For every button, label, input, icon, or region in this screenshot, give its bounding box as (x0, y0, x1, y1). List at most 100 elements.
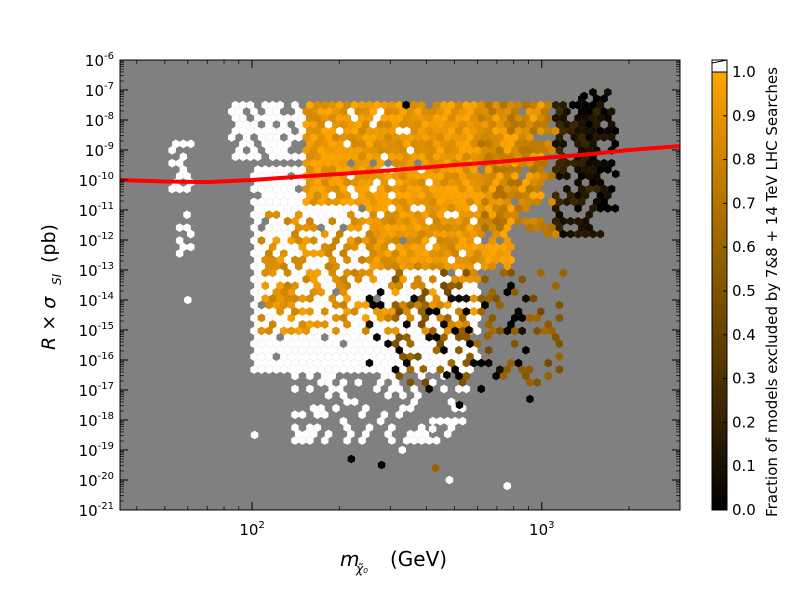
hexbin-cell (309, 210, 318, 220)
hexbin-cell (395, 191, 403, 200)
hexbin-cell (432, 229, 441, 239)
hexbin-cell (235, 146, 243, 155)
hexbin-cell (537, 113, 545, 123)
hexbin-cell (254, 126, 262, 136)
hexbin-cell (276, 242, 284, 252)
hexbin-cell (283, 126, 292, 136)
hexbin-cell (380, 126, 389, 136)
hexbin-cell (321, 152, 329, 162)
hexbin-cell (447, 397, 456, 407)
hexbin-cell (291, 384, 299, 394)
hexbin-cell (395, 281, 403, 291)
hexbin-cell (607, 133, 616, 142)
hexbin-cell (429, 107, 437, 116)
hexbin-cell (499, 191, 508, 200)
hexbin-cell (276, 320, 284, 329)
hexbin-cell (287, 249, 295, 258)
hexbin-cell (414, 184, 422, 194)
hexbin-cell (343, 320, 351, 329)
hexbin-cell (473, 326, 482, 336)
hexbin-cell (388, 216, 396, 226)
hexbin-cell (473, 184, 482, 194)
hexbin-cell (369, 339, 377, 349)
hexbin-cell (313, 126, 322, 136)
hexbin-cell (481, 184, 489, 194)
hexbin-cell (466, 352, 474, 361)
hexbin-cell (451, 236, 459, 245)
hexbin-cell (470, 345, 478, 355)
hexbin-cell (511, 107, 519, 116)
hexbin-cell (377, 460, 386, 470)
y-axis-subscript: SI (50, 273, 64, 285)
hexbin-cell (488, 262, 497, 271)
hexbin-cell (499, 371, 508, 381)
hexbin-cell (250, 365, 258, 374)
hexbin-cell (306, 152, 314, 162)
hexbin-cell (324, 275, 333, 284)
hexbin-cell (332, 300, 340, 310)
hexbin-cell (179, 152, 187, 162)
hexbin-cell (429, 236, 437, 245)
hexbin-cell (410, 152, 418, 162)
hexbin-cell (499, 126, 508, 136)
hexbin-cell (403, 294, 411, 303)
hexbin-cell (477, 216, 485, 226)
hexbin-cell (414, 262, 422, 271)
hexbin-cell (388, 281, 396, 291)
hexbin-cell (336, 165, 344, 174)
hexbin-cell (291, 100, 299, 110)
hexbin-cell (488, 236, 497, 245)
hexbin-cell (246, 100, 255, 110)
hexbin-cell (324, 120, 333, 129)
hexbin-cell (581, 100, 590, 110)
hexbin-cell (507, 126, 515, 136)
hexbin-cell (537, 268, 545, 278)
hexbin-cell (417, 100, 426, 110)
hexbin-cell (350, 113, 359, 123)
hexbin-cell (354, 339, 363, 349)
hexbin-cell (269, 100, 277, 110)
hexbin-cell (350, 178, 359, 187)
hexbin-cell (436, 107, 444, 116)
hexbin-cell (280, 197, 288, 207)
hexbin-cell (406, 236, 415, 245)
hexbin-cell (548, 223, 556, 232)
hexbin-cell (421, 210, 430, 220)
hexbin-cell (525, 171, 534, 181)
hexbin-cell (317, 262, 325, 271)
hexbin-cell (444, 107, 452, 116)
hexbin-cell (328, 242, 336, 252)
hexbin-cell (347, 120, 355, 129)
hexbin-cell (488, 223, 497, 232)
hexbin-cell (339, 326, 348, 336)
hexbin-cell (574, 191, 582, 200)
hexbin-cell (596, 113, 605, 123)
hexbin-cell (406, 107, 415, 116)
hexbin-cell (578, 158, 586, 168)
hexbin-cell (492, 178, 500, 187)
hexbin-cell (369, 275, 377, 284)
hexbin-cell (525, 107, 534, 116)
hexbin-cell (458, 133, 467, 142)
hexbin-cell (309, 236, 318, 245)
hexbin-cell (462, 100, 470, 110)
hexbin-cell (339, 210, 348, 220)
hexbin-cell (443, 370, 451, 380)
hexbin-cell (552, 113, 560, 123)
hexbin-cell (403, 229, 411, 239)
hexbin-cell (451, 184, 459, 194)
hexbin-cell (391, 352, 400, 361)
hexbin-cell (287, 352, 295, 361)
hexbin-cell (280, 262, 288, 271)
hexbin-cell (306, 229, 314, 239)
hexbin-cell (336, 307, 344, 316)
hexbin-cell (589, 126, 597, 136)
hexbin-cell (529, 139, 538, 149)
hexbin-cell (298, 242, 307, 252)
hexbin-cell (287, 275, 295, 284)
hexbin-cell (465, 325, 473, 335)
hexbin-cell (369, 365, 377, 374)
hexbin-cell (518, 275, 526, 284)
hexbin-cell (544, 113, 552, 123)
hexbin-cell (555, 197, 564, 207)
